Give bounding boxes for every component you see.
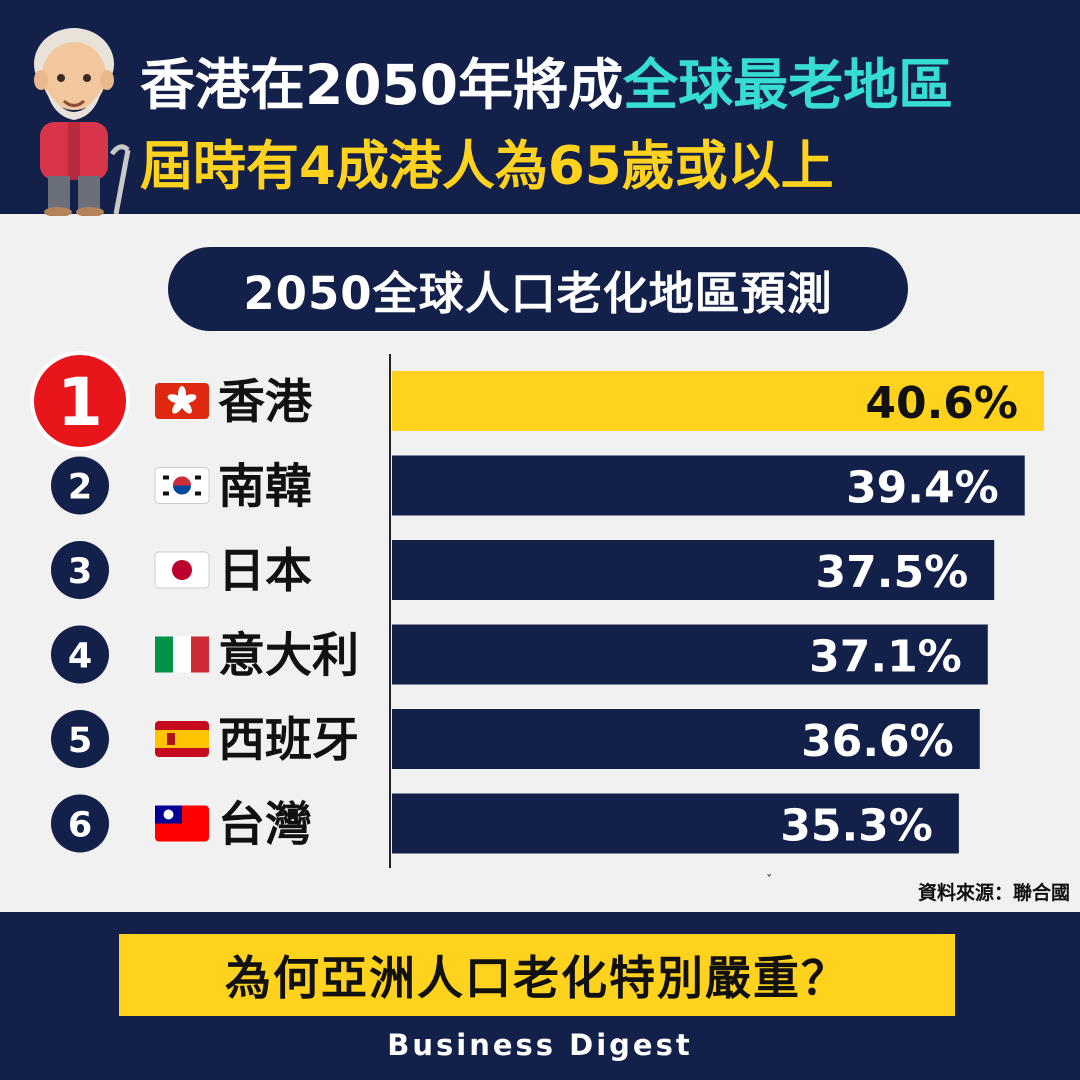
- headline-line-1: 香港在2050年將成全球最老地區: [140, 40, 953, 120]
- kr-flag-icon: [154, 467, 210, 504]
- headline-prefix: 香港在2050年將成: [140, 53, 624, 117]
- bar-value-label: 36.6%: [801, 716, 954, 767]
- bar: [392, 455, 1025, 516]
- category-label: 西班牙: [218, 713, 359, 768]
- footer-banner: 為何亞洲人口老化特別嚴重？ Business Digest: [0, 912, 1080, 1080]
- bar: [392, 709, 980, 769]
- category-label: 台灣: [218, 798, 312, 853]
- category-label: 香港: [218, 375, 313, 430]
- headline-line-2: 屆時有4成港人為65歲或以上: [140, 136, 834, 197]
- rank-number: 2: [68, 468, 92, 508]
- tiny-mark: ˇ: [766, 874, 773, 889]
- rank-number: 5: [68, 721, 92, 761]
- es-flag-icon: [155, 721, 209, 757]
- bar: [392, 540, 995, 600]
- category-label: 南韓: [218, 460, 312, 515]
- rank-number: 6: [68, 806, 92, 846]
- headline-highlight: 全球最老地區: [623, 53, 954, 117]
- rank-number: 1: [57, 364, 103, 441]
- bar-value-label: 37.1%: [809, 632, 962, 683]
- category-label: 意大利: [218, 629, 359, 684]
- brand-name: Business Digest: [387, 1028, 693, 1062]
- tw-flag-icon: [155, 805, 209, 842]
- question-banner: 為何亞洲人口老化特別嚴重？: [119, 934, 955, 1016]
- source-note: 資料來源：聯合國: [917, 882, 1070, 904]
- rank-number: 3: [68, 552, 92, 592]
- category-label: 日本: [218, 544, 312, 599]
- jp-flag-icon: [154, 551, 210, 589]
- rank-circle: [30, 351, 130, 451]
- rank-circle: [51, 794, 109, 853]
- rank-circle: [51, 456, 109, 515]
- bar-value-label: 35.3%: [780, 801, 933, 852]
- bar-chart: 40.6% 1 香港 39.4% 2 南韓 37.5% 3 日本 37.1% 4 意大利 36.6% 5 西…: [30, 351, 1044, 868]
- header-banner: 香港在2050年將成全球最老地區 屆時有4成港人為65歲或以上: [0, 0, 1080, 216]
- it-flag-icon: [155, 636, 209, 673]
- bar-value-label: 40.6%: [865, 378, 1018, 429]
- bar: [392, 371, 1044, 431]
- bar: [392, 793, 959, 854]
- rank-circle: [51, 625, 109, 684]
- chart-title: 2050全球人口老化地區預測: [168, 247, 908, 331]
- elderly-man-icon: [34, 28, 131, 216]
- bar-value-label: 37.5%: [816, 547, 969, 598]
- bar: [392, 624, 988, 685]
- bar-value-label: 39.4%: [846, 463, 999, 514]
- rank-number: 4: [68, 637, 92, 677]
- rank-circle: [51, 710, 109, 768]
- hk-flag-icon: [155, 383, 209, 419]
- rank-circle: [51, 541, 109, 599]
